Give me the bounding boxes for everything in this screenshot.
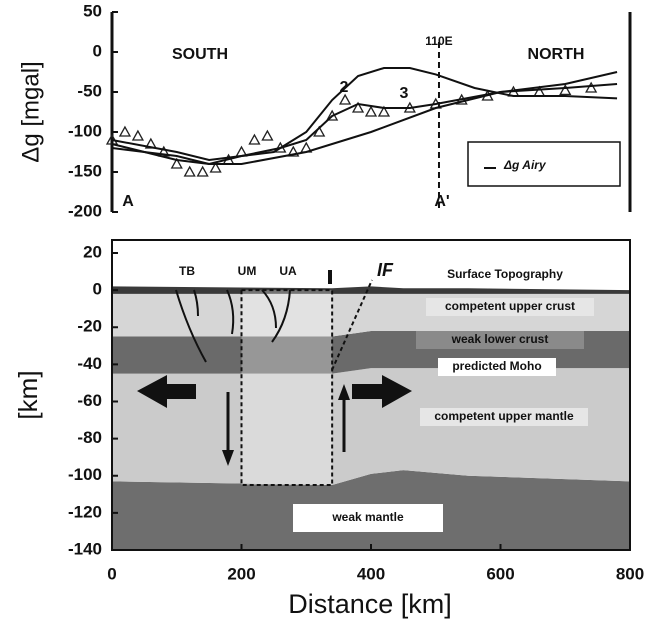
y-tick-label: -140 [68, 539, 102, 558]
label-box [420, 408, 588, 426]
label-box [293, 504, 443, 532]
y-tick-label: -80 [77, 428, 102, 447]
model-line [111, 71, 618, 165]
y-axis-label: [km] [13, 370, 43, 419]
data-point [559, 84, 572, 96]
layer-label: weak mantle [331, 510, 404, 524]
label-box [426, 298, 594, 316]
line-label: 2 [340, 79, 349, 96]
y-tick-label: -120 [68, 502, 102, 521]
y-tick-label: -150 [68, 161, 102, 180]
annotation: NORTH [528, 46, 585, 63]
annotation: A' [434, 193, 449, 210]
data-point [170, 157, 183, 169]
x-tick-label: 800 [616, 564, 644, 583]
fault-label: IF [377, 260, 394, 280]
x-tick-label: 200 [227, 564, 255, 583]
label-box [416, 331, 584, 349]
x-axis-label: Distance [km] [288, 589, 452, 619]
annotation: SOUTH [172, 46, 228, 63]
y-tick-label: -50 [77, 81, 102, 100]
data-point [585, 81, 598, 93]
y-tick-label: 50 [83, 1, 102, 20]
label-box [421, 266, 589, 284]
moho-label: predicted Moho [452, 359, 541, 373]
y-tick-label: -20 [77, 317, 102, 336]
layer-label: competent upper crust [445, 299, 575, 313]
data-point [351, 101, 365, 113]
structures [137, 270, 412, 466]
y-tick-label: -60 [77, 391, 102, 410]
y-axis-label: Δg [mgal] [17, 61, 44, 162]
x-tick-label: 400 [357, 564, 385, 583]
data-point [261, 129, 274, 141]
layer-group [112, 286, 630, 550]
data-point [338, 93, 352, 105]
data-point [131, 129, 145, 141]
data-point [209, 161, 222, 173]
layer-label: weak lower crust [451, 332, 549, 346]
data-point [287, 145, 300, 157]
layer-label: competent upper mantle [434, 409, 574, 423]
annotation: A [122, 193, 134, 210]
data-point [248, 133, 261, 145]
data-point [196, 165, 209, 177]
y-tick-label: -200 [68, 201, 102, 220]
data-point [364, 105, 378, 117]
layer [112, 286, 630, 294]
y-tick-label: 20 [83, 242, 102, 261]
fault-label: TB [179, 264, 195, 278]
reference-label: 110E [425, 34, 452, 48]
legend-label: Δg Airy [503, 158, 547, 172]
x-tick-label: 0 [107, 564, 116, 583]
y-tick-label: -40 [77, 354, 102, 373]
x-tick-label: 600 [486, 564, 514, 583]
label-box [438, 358, 556, 376]
block [240, 289, 334, 487]
layer-label: Surface Topography [447, 267, 563, 281]
data-point [183, 165, 196, 177]
data-point [377, 105, 391, 117]
fault-label: UM [238, 264, 257, 278]
fault-label: UA [279, 264, 297, 278]
legend-box [467, 141, 621, 187]
y-tick-label: 0 [93, 41, 102, 60]
y-tick-label: -100 [68, 121, 102, 140]
model-line [111, 67, 618, 162]
data-point [118, 125, 132, 137]
y-tick-label: -100 [68, 465, 102, 484]
y-tick-label: 0 [93, 280, 102, 299]
line-label: 3 [400, 85, 409, 102]
